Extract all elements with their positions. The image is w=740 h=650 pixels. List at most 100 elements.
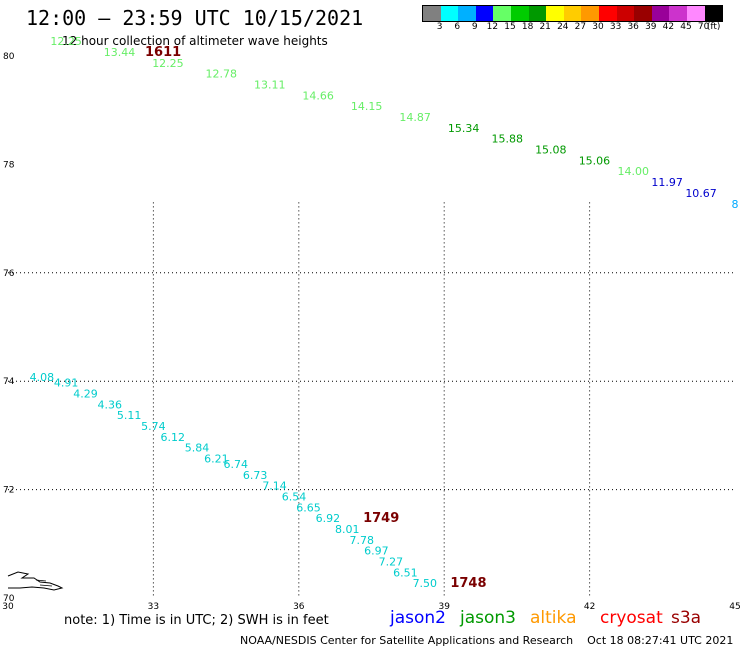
colorbar-tick-label: 12	[486, 22, 499, 32]
lat-tick-label: 78	[3, 160, 15, 170]
colorbar-tick-label: 9	[471, 22, 478, 32]
swh-labels: 12.25 13.44 12.25 12.78 13.11 14.66 14.15 14.87…	[30, 35, 739, 590]
note-text: note: 1) Time is in UTC; 2) SWH is in fe…	[64, 613, 329, 628]
colorbar-swatch	[440, 6, 459, 21]
swh-value-label: 6.92	[316, 512, 341, 525]
swh-value-label: 12.25	[152, 57, 184, 70]
swh-value-label: 6.65	[296, 501, 321, 514]
swh-value-label: 12.25	[50, 35, 82, 48]
colorbar-tick-label: 39	[645, 22, 657, 32]
chart-subtitle: 12 hour collection of altimeter wave hei…	[62, 34, 328, 48]
colorbar-tick-label: 21	[539, 22, 551, 32]
time-labels: 1611 1749 1748	[145, 45, 487, 591]
swh-value-label: 6.54	[282, 490, 307, 503]
lat-tick-label: 70	[3, 594, 15, 604]
colorbar-swatch	[510, 6, 529, 21]
colorbar-swatch	[686, 6, 705, 21]
swh-value-label: 15.34	[448, 122, 480, 135]
swh-value-label: 7.78	[350, 534, 375, 547]
swh-value-label: 6.73	[243, 469, 268, 482]
footer-credit: NOAA/NESDIS Center for Satellite Applica…	[240, 634, 574, 647]
swh-value-label: 15.88	[491, 133, 523, 146]
colorbar-swatch	[616, 6, 635, 21]
colorbar-unit: (ft)	[706, 22, 721, 32]
colorbar-tick-label: 45	[680, 22, 692, 32]
swh-value-label: 7.14	[262, 480, 287, 493]
swh-value-label: 4.91	[54, 377, 79, 390]
colorbar-swatch	[423, 6, 441, 21]
lon-tick-label: 42	[584, 602, 595, 612]
pass-time-label: 1748	[450, 576, 486, 591]
footer: NOAA/NESDIS Center for Satellite Applica…	[240, 634, 733, 647]
colorbar	[422, 5, 724, 22]
swh-value-label: 12.78	[206, 68, 238, 81]
swh-value-label: 14.66	[302, 89, 334, 102]
footer-timestamp: Oct 18 08:27:41 UTC 2021	[587, 634, 734, 647]
legend-item-cryosat: cryosat	[600, 608, 663, 628]
swh-value-label: 4.29	[73, 387, 98, 400]
swh-value-label: 14.87	[399, 111, 431, 124]
swh-value-label: 14.00	[617, 165, 649, 178]
pass-time-label: 1611	[145, 45, 181, 60]
colorbar-tick-label: 3	[436, 22, 443, 32]
legend-item-altika: altika	[530, 608, 577, 628]
swh-value-label: 13.44	[104, 46, 136, 59]
swh-value-label: 8	[732, 198, 739, 211]
swh-value-label: 6.74	[224, 458, 249, 471]
colorbar-swatch	[581, 6, 599, 21]
colorbar-labels: 3 6 9 12 15 18 21 24 27 30 33 36 39 42 45 70 (ft)	[422, 22, 740, 34]
swh-value-label: 5.74	[141, 420, 166, 433]
colorbar-swatch	[669, 6, 687, 21]
swh-value-label: 4.36	[98, 398, 123, 411]
legend-item-jason2: jason2	[390, 608, 446, 628]
legend-item-jason3: jason3	[460, 608, 516, 628]
colorbar-swatch	[634, 6, 652, 21]
colorbar-swatch	[528, 6, 547, 21]
colorbar-swatch	[598, 6, 617, 21]
lat-tick-label: 72	[3, 486, 14, 496]
swh-value-label: 7.50	[413, 577, 438, 590]
swh-value-label: 7.27	[379, 555, 404, 568]
swh-value-label: 6.21	[204, 453, 229, 466]
colorbar-tick-label: 30	[592, 22, 604, 32]
colorbar-swatch	[546, 6, 564, 21]
colorbar-tick-label: 36	[627, 22, 639, 32]
colorbar-tick-label: 24	[557, 22, 569, 32]
colorbar-tick-label: 27	[574, 22, 587, 32]
colorbar-tick-label: 42	[662, 22, 675, 32]
swh-value-label: 14.15	[351, 100, 383, 113]
swh-value-label: 15.06	[579, 154, 611, 167]
lon-tick-label: 39	[438, 602, 450, 612]
swh-value-label: 5.11	[117, 409, 142, 422]
colorbar-tick-label: 33	[609, 22, 622, 32]
colorbar-swatch	[475, 6, 494, 21]
swh-value-label: 10.67	[685, 187, 717, 200]
colorbar-tick-label: 6	[454, 22, 461, 32]
coastline	[7, 571, 64, 591]
swh-value-label: 15.08	[535, 144, 567, 157]
colorbar-swatch	[563, 6, 582, 21]
colorbar-swatch	[704, 6, 723, 21]
colorbar-swatch	[493, 6, 511, 21]
swh-value-label: 4.08	[30, 371, 55, 384]
lon-tick-label: 33	[148, 602, 159, 612]
lon-tick-label: 45	[729, 602, 740, 612]
colorbar-tick-label: 15	[504, 22, 516, 32]
lon-tick-label: 36	[293, 602, 305, 612]
swh-value-label: 5.84	[185, 442, 210, 455]
swh-value-label: 6.12	[161, 431, 186, 444]
swh-value-label: 11.97	[651, 176, 683, 189]
swh-value-label: 8.01	[335, 523, 360, 536]
lat-tick-label: 74	[3, 377, 15, 387]
axis-labels: 30 33 36 39 42 45 70 72 74 76 78 80	[2, 52, 740, 612]
swh-value-label: 6.97	[364, 545, 389, 558]
colorbar-swatch	[651, 6, 670, 21]
pass-time-label: 1749	[363, 511, 399, 526]
colorbar-swatch	[458, 6, 476, 21]
colorbar-tick-label: 18	[521, 22, 534, 32]
chart-title: 12:00 – 23:59 UTC 10/15/2021	[26, 6, 364, 30]
swh-value-label: 6.51	[393, 566, 418, 579]
swh-value-label: 13.11	[254, 79, 286, 92]
lat-tick-label: 80	[3, 52, 15, 62]
